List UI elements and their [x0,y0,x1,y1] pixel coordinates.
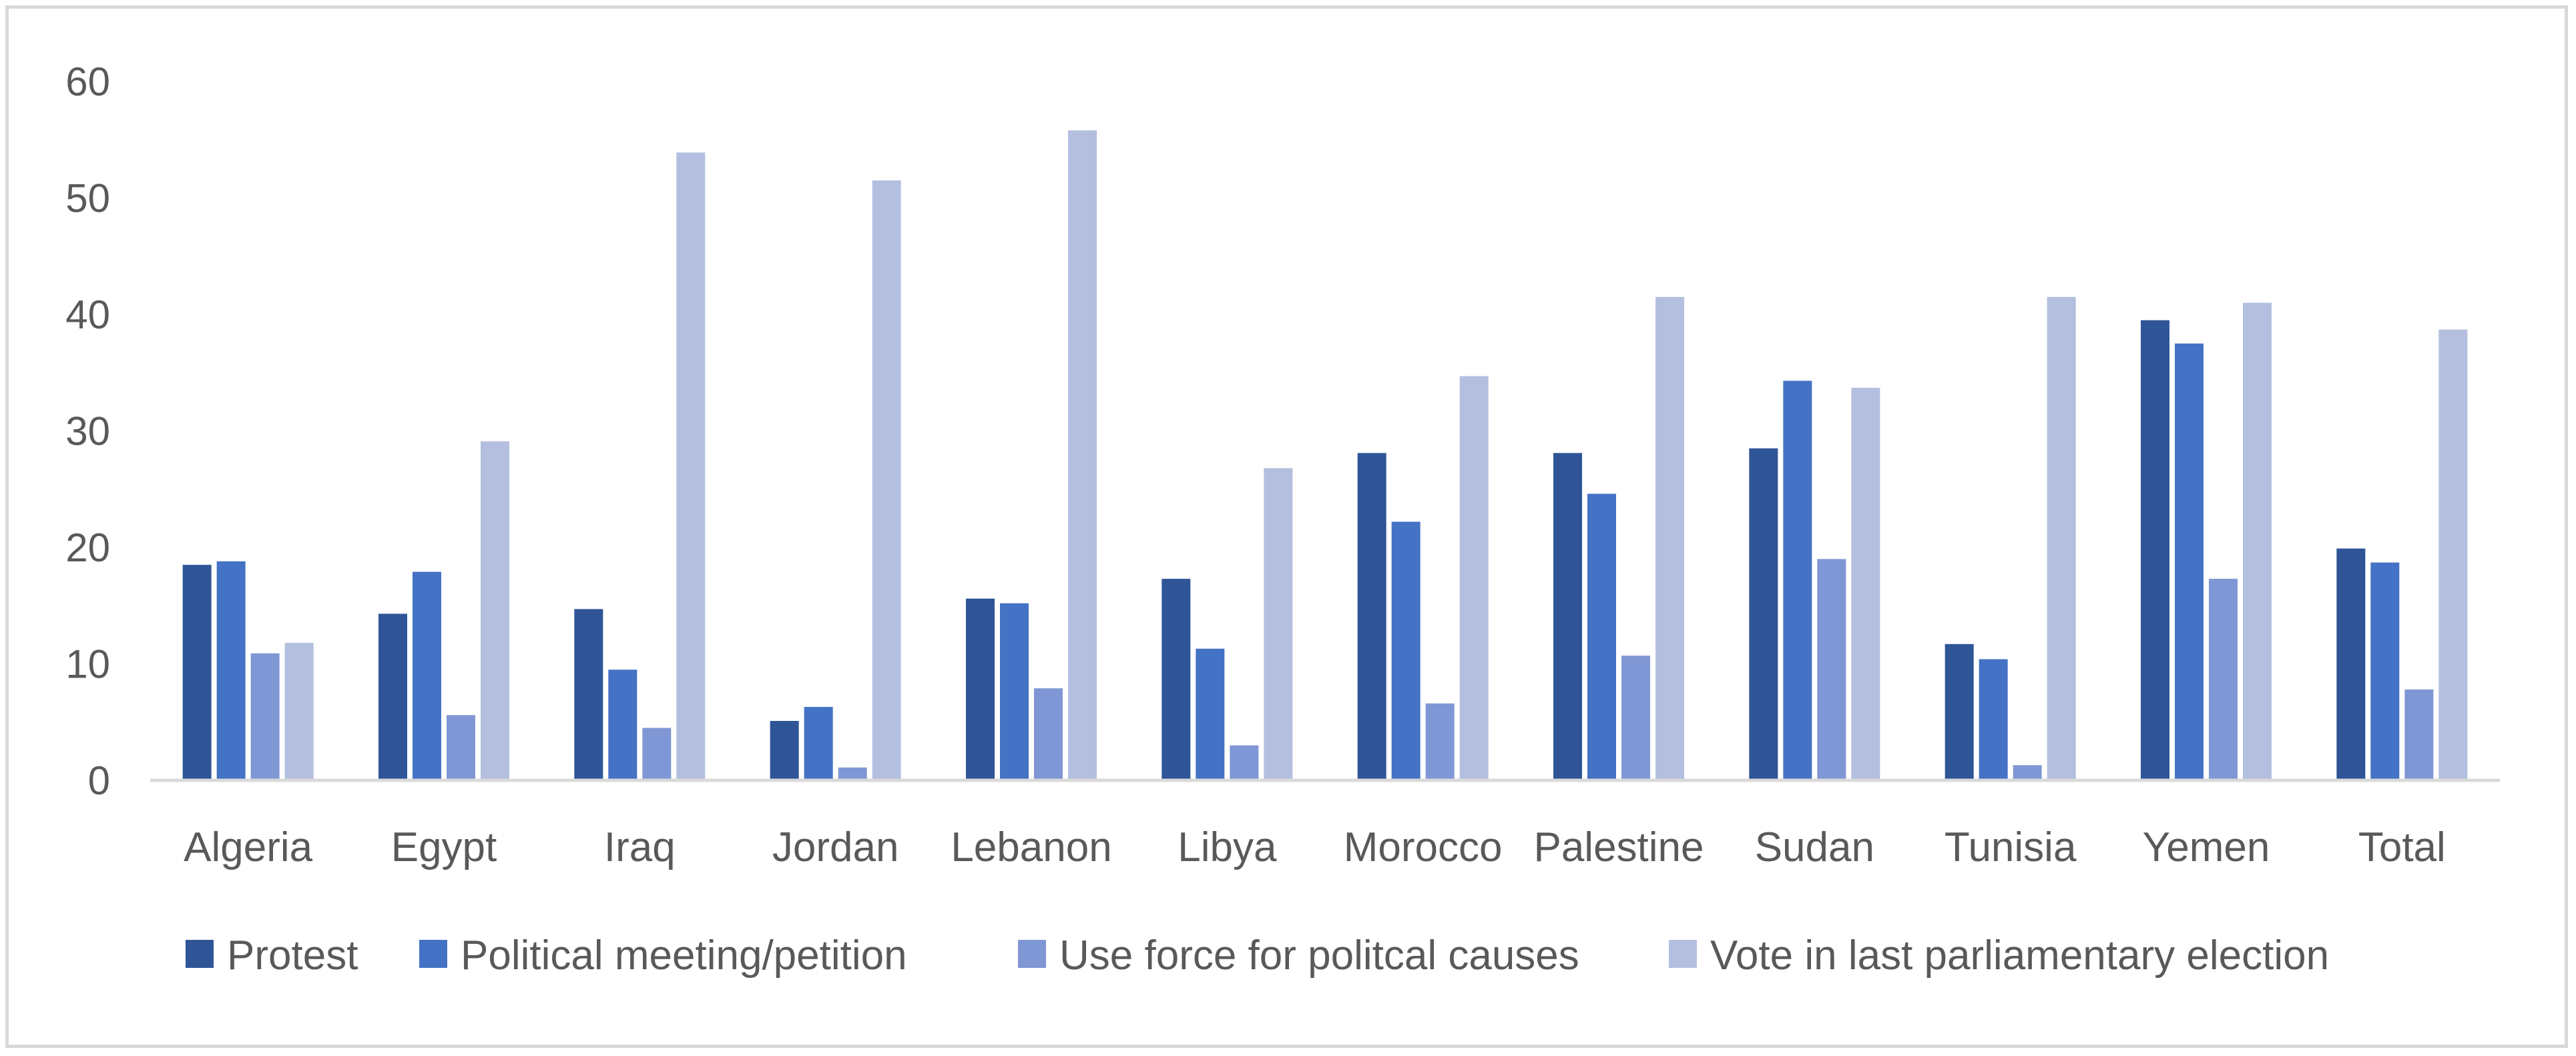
y-tick-label: 40 [65,292,110,337]
bar [481,441,509,780]
legend-label: Use force for politcal causes [1059,933,1579,979]
bar [1000,603,1029,780]
bar [1553,453,1582,780]
bar [1655,296,1684,780]
legend-label: Vote in last parliamentary election [1710,933,2329,979]
y-axis-ticks: 0 10 20 30 40 50 60 [65,59,110,803]
bar [2243,302,2272,780]
bar [1749,448,1778,780]
y-tick-label: 20 [65,525,110,570]
bar [770,721,799,780]
bar [1230,745,1259,780]
x-tick-label: Total [2358,824,2446,870]
bar [1945,643,1974,780]
bar [574,609,603,780]
bar [378,613,407,780]
x-tick-label: Iraq [604,824,676,870]
bar [250,653,280,780]
bar [1621,655,1650,780]
bar [1196,648,1225,780]
bar [2404,689,2434,780]
x-tick-label: Egypt [391,824,497,870]
bar [2013,765,2042,780]
bar [1068,130,1097,781]
bar [2370,562,2400,780]
legend-label: Protest [227,933,358,979]
bar [1817,559,1846,780]
bar [2438,329,2468,780]
bar [1587,493,1616,780]
legend-swatch [419,940,447,968]
bar [1162,579,1191,780]
y-tick-label: 10 [65,642,110,687]
bar [966,598,995,780]
bar [676,152,706,780]
y-tick-label: 50 [65,176,110,221]
bar [608,670,637,780]
y-tick-label: 60 [65,59,110,104]
x-tick-label: Morocco [1344,824,1503,870]
bar [284,643,314,780]
x-tick-label: Yemen [2143,824,2270,870]
x-axis-labels: Algeria Egypt Iraq Jordan Lebanon Libya Morocc… [184,824,2446,870]
bar [838,767,867,780]
bar [2209,579,2238,780]
legend-swatch [1018,940,1046,968]
x-tick-label: Libya [1178,824,1277,870]
y-tick-label: 0 [88,758,110,803]
legend-label: Political meeting/petition [461,933,907,979]
legend-swatch [1669,940,1697,968]
x-tick-label: Tunisia [1945,824,2077,870]
bar [804,707,833,780]
bar [182,565,212,780]
bar [1851,387,1880,780]
y-tick-label: 30 [65,409,110,454]
x-tick-label: Jordan [772,824,899,870]
bar [1264,468,1293,780]
bar [2047,296,2076,780]
bars [182,130,2468,781]
x-tick-label: Palestine [1533,824,1704,870]
legend-swatch [186,940,214,968]
bar [642,728,672,780]
bar [1425,703,1455,780]
bar [1459,376,1489,780]
x-tick-label: Sudan [1755,824,1874,870]
bar [447,715,475,780]
x-tick-label: Lebanon [951,824,1111,870]
bar [2336,548,2366,780]
bar [413,571,441,780]
bar [1034,688,1063,780]
bar [2141,320,2169,781]
bar [1357,453,1386,780]
x-tick-label: Algeria [184,824,313,870]
legend: Protest Political meeting/petition Use for… [186,933,2329,979]
bar [216,561,246,780]
bar [872,180,901,780]
bar [2175,343,2204,780]
bar [1979,659,2008,780]
bar [1391,521,1421,780]
bar [1783,380,1812,780]
